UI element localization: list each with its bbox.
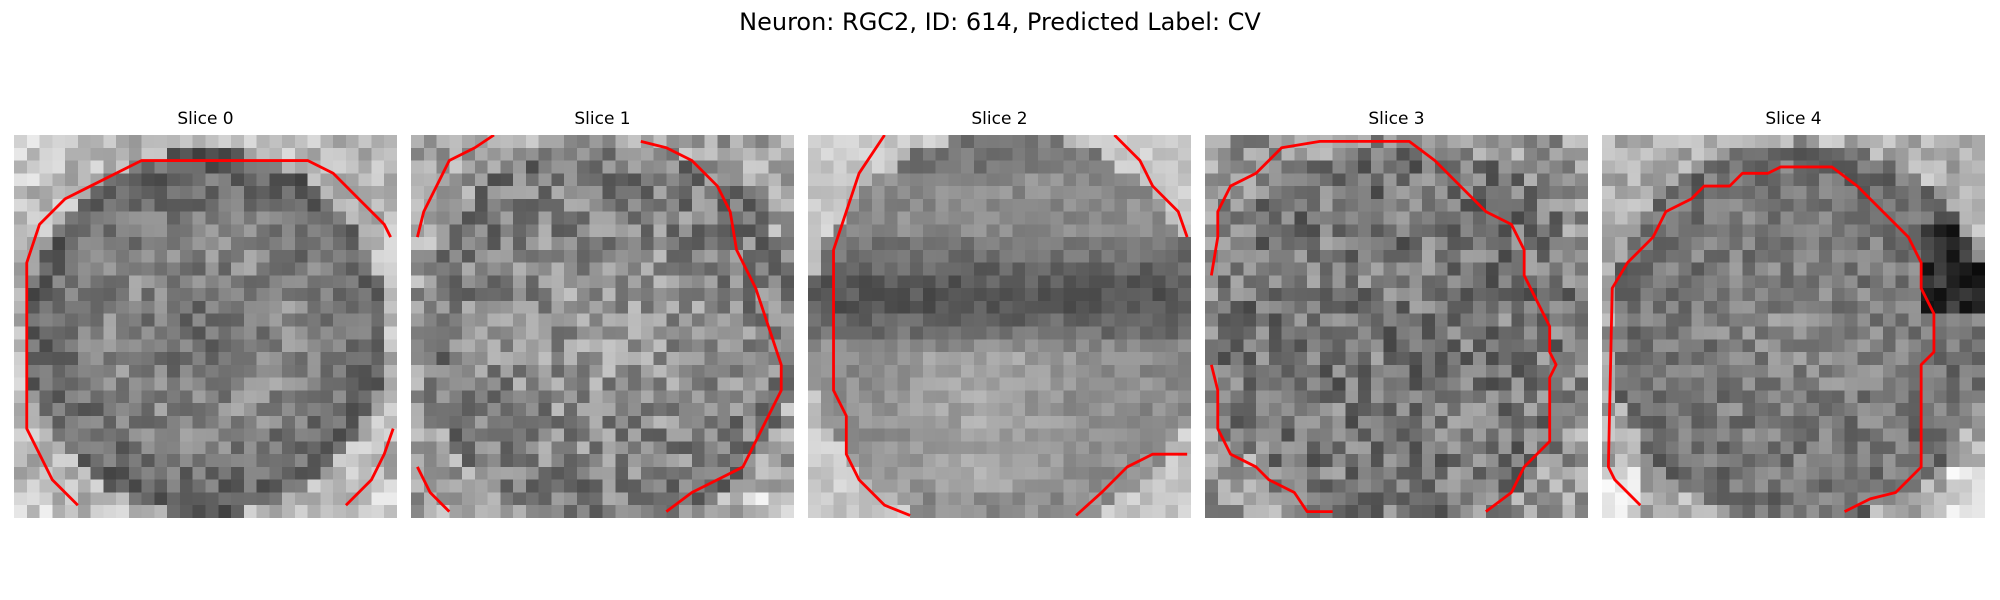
slice-title-3: Slice 3 <box>1368 109 1425 129</box>
contour-line <box>1606 165 1936 513</box>
slice-image-1 <box>411 135 794 518</box>
slice-title-2: Slice 2 <box>971 109 1028 129</box>
contour-line <box>25 159 392 507</box>
contour-line <box>1209 139 1558 513</box>
slice-image-0 <box>14 135 397 518</box>
slice-panel-2: Slice 2 <box>808 108 1191 518</box>
contour-line <box>1210 364 1333 514</box>
slice-panel-1: Slice 1 <box>411 108 794 518</box>
contour-line <box>344 428 395 507</box>
slice-title-4: Slice 4 <box>1765 109 1822 129</box>
contour-line <box>416 466 451 513</box>
slice-panel-0: Slice 0 <box>14 108 397 518</box>
contour-line <box>1113 135 1189 238</box>
slice-title-1: Slice 1 <box>574 109 631 129</box>
slice-panel-4: Slice 4 <box>1602 108 1985 518</box>
contour-line <box>640 140 783 513</box>
slice-image-4 <box>1602 135 1985 518</box>
contour-line <box>1075 452 1188 517</box>
contour-line <box>832 135 911 517</box>
contour-line <box>416 135 495 238</box>
slice-title-0: Slice 0 <box>177 109 234 129</box>
slice-panel-3: Slice 3 <box>1205 108 1588 518</box>
figure-title: Neuron: RGC2, ID: 614, Predicted Label: … <box>739 8 1261 36</box>
slice-image-3 <box>1205 135 1588 518</box>
slice-image-2 <box>808 135 1191 518</box>
